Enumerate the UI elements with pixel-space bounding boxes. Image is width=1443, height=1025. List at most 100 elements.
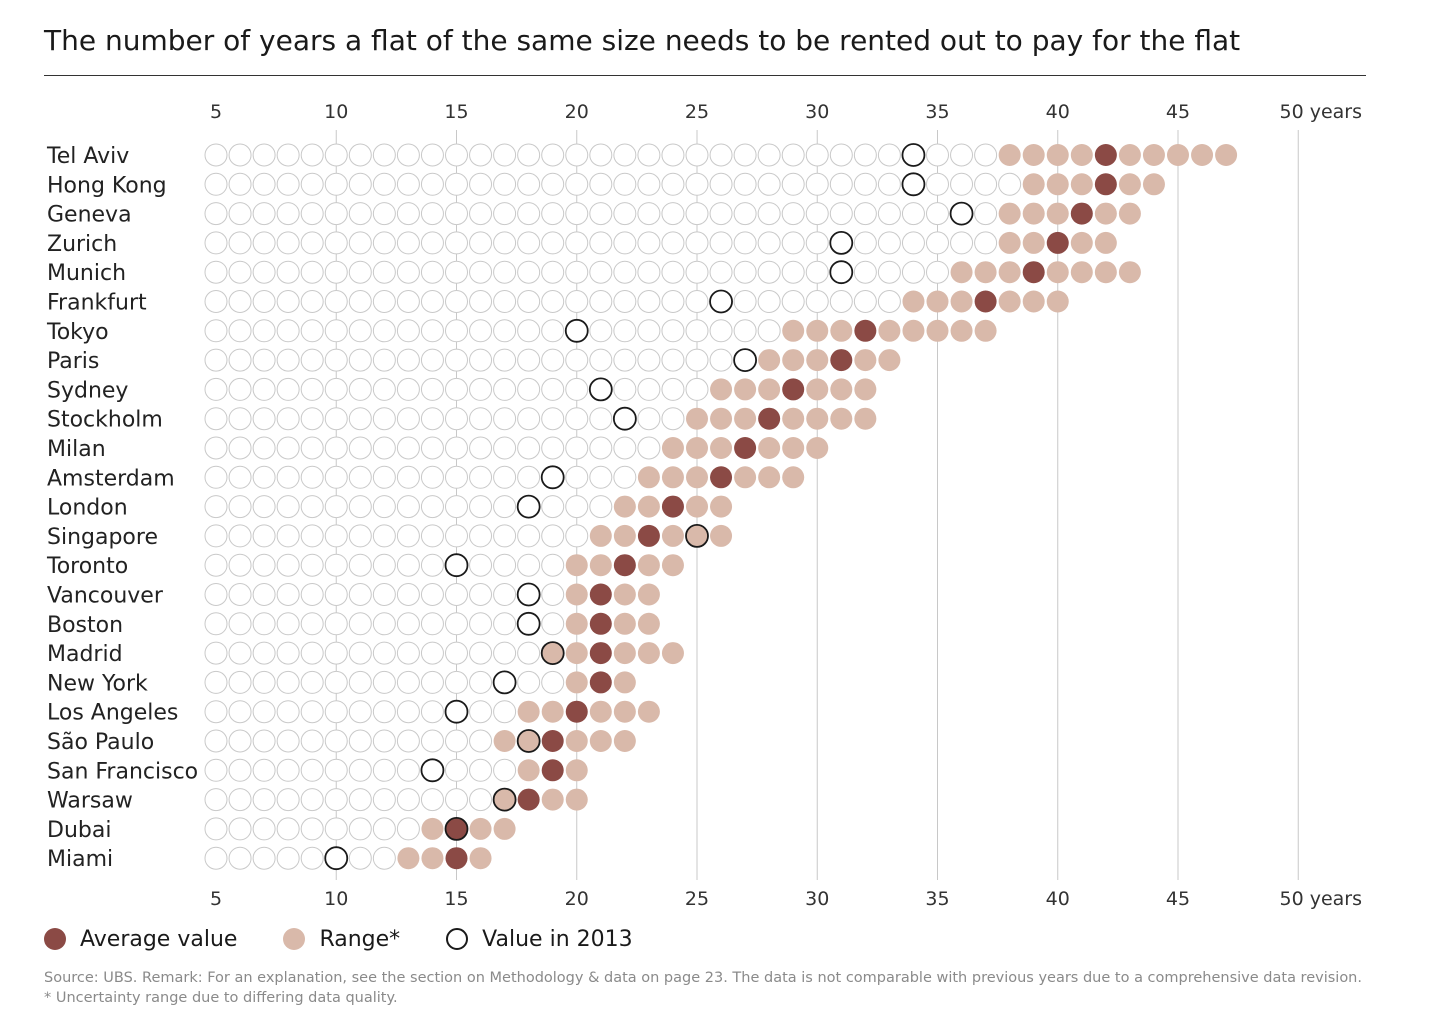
- dot-row: [204, 406, 877, 431]
- empty-dot: [348, 319, 372, 343]
- empty-dot: [829, 172, 853, 196]
- empty-dot: [420, 700, 444, 724]
- empty-dot: [276, 202, 300, 226]
- empty-dot: [469, 553, 493, 577]
- empty-dot: [252, 729, 276, 753]
- empty-dot: [324, 172, 348, 196]
- dot-row: [204, 729, 636, 753]
- empty-dot: [926, 143, 949, 167]
- empty-dot: [517, 231, 541, 255]
- range-dot: [397, 847, 420, 870]
- empty-dot: [276, 553, 300, 577]
- range-dot: [613, 671, 636, 694]
- value-2013-dot: [901, 172, 926, 197]
- range-dot: [782, 319, 805, 342]
- range-dot: [782, 349, 805, 372]
- range-dot: [734, 466, 757, 489]
- range-dot: [469, 817, 492, 840]
- empty-dot: [300, 612, 324, 636]
- city-labels: Tel Aviv Hong Kong Geneva Zurich Munich Frank…: [46, 144, 198, 872]
- city-label: Sydney: [47, 378, 128, 403]
- empty-dot: [204, 846, 228, 870]
- empty-dot: [541, 524, 565, 548]
- empty-dot: [589, 407, 613, 431]
- range-dot: [589, 730, 612, 752]
- empty-dot: [420, 553, 444, 577]
- empty-dot: [757, 231, 781, 255]
- range-dot: [517, 700, 540, 723]
- range-dot: [637, 466, 660, 489]
- empty-dot: [252, 495, 276, 519]
- dot-row: [204, 582, 660, 607]
- empty-dot: [517, 407, 541, 431]
- empty-dot: [469, 260, 493, 284]
- empty-dot: [276, 700, 300, 724]
- city-label: Dubai: [47, 818, 111, 843]
- asterisk-note: * Uncertainty range due to differing dat…: [44, 990, 398, 1006]
- empty-dot: [445, 436, 468, 460]
- empty-dot: [637, 377, 661, 401]
- average-dot: [734, 437, 757, 459]
- range-dot: [758, 349, 781, 372]
- empty-dot: [517, 319, 541, 343]
- average-dot: [517, 788, 540, 811]
- source-note: Source: UBS. Remark: For an explanation,…: [44, 968, 1362, 1008]
- empty-dot: [445, 641, 468, 665]
- empty-dot: [252, 407, 276, 431]
- range-dot: [1046, 202, 1069, 225]
- empty-dot: [348, 436, 372, 460]
- empty-dot: [445, 524, 468, 548]
- empty-dot: [300, 553, 324, 577]
- range-dot: [565, 788, 588, 811]
- empty-dot: [613, 348, 637, 372]
- legend-range-label: Range*: [319, 926, 401, 952]
- empty-dot: [372, 583, 396, 606]
- empty-dot: [348, 670, 372, 694]
- average-dot: [589, 583, 612, 606]
- empty-dot: [420, 495, 444, 519]
- range-dot: [854, 378, 877, 401]
- range-dot: [1118, 202, 1141, 225]
- dot-row: [204, 230, 1117, 255]
- range-dot: [1142, 144, 1165, 166]
- empty-dot: [541, 377, 565, 401]
- value-2013-dot: [324, 846, 349, 871]
- tick-label-bottom: 25: [685, 888, 709, 910]
- empty-dot: [469, 583, 493, 606]
- empty-dot: [541, 231, 565, 255]
- range-dot: [1142, 173, 1165, 196]
- empty-dot: [300, 260, 324, 284]
- empty-dot: [757, 143, 781, 167]
- empty-dot: [204, 670, 228, 694]
- range-dot: [806, 319, 829, 342]
- empty-dot: [204, 377, 228, 401]
- range-dot: [613, 583, 636, 606]
- empty-dot: [853, 231, 877, 255]
- range-dot: [758, 378, 781, 401]
- empty-dot: [805, 172, 829, 196]
- empty-dot: [252, 231, 276, 255]
- empty-dot: [493, 172, 517, 196]
- empty-dot: [348, 290, 372, 313]
- range-dot: [565, 642, 588, 665]
- range-dot: [998, 144, 1021, 166]
- average-dot: [541, 759, 564, 782]
- empty-dot: [228, 465, 252, 489]
- empty-dot: [998, 172, 1022, 196]
- empty-dot: [252, 612, 276, 636]
- city-label: Tel Aviv: [46, 144, 129, 169]
- empty-dot: [877, 231, 901, 255]
- empty-dot: [372, 817, 396, 841]
- dot-row: [204, 611, 660, 636]
- empty-dot: [733, 143, 757, 167]
- empty-dot: [300, 524, 324, 548]
- range-dot: [974, 319, 997, 342]
- empty-dot: [541, 290, 565, 313]
- empty-dot: [445, 612, 468, 636]
- range-dot: [926, 290, 949, 313]
- empty-dot: [493, 231, 517, 255]
- empty-dot: [348, 729, 372, 753]
- empty-dot: [805, 290, 829, 313]
- empty-dot: [469, 436, 493, 460]
- city-label: Miami: [47, 847, 113, 872]
